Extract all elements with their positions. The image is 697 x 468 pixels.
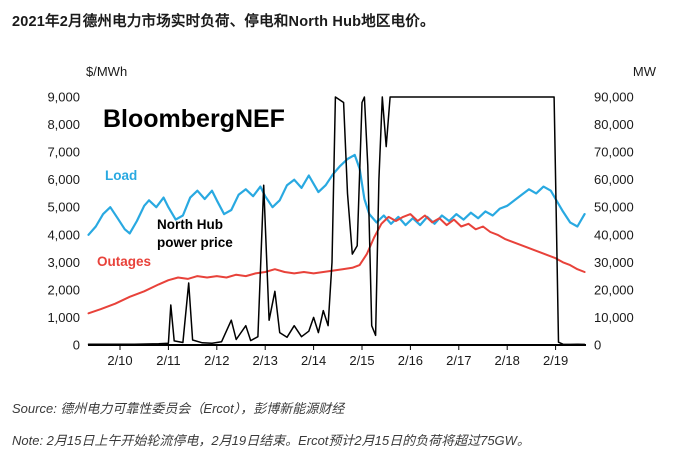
left-axis-tick: 1,000 [47, 310, 80, 325]
right-axis-tick: 60,000 [594, 172, 634, 187]
bloombergnef-watermark: BloombergNEF [103, 105, 285, 133]
right-axis-tick: 50,000 [594, 200, 634, 215]
x-axis-tick: 2/18 [495, 353, 520, 368]
left-axis-tick: 3,000 [47, 255, 80, 270]
north-hub-label-line1: North Hub [157, 217, 223, 232]
x-axis-tick: 2/12 [204, 353, 229, 368]
left-axis-tick: 7,000 [47, 145, 80, 160]
x-axis-tick: 2/16 [398, 353, 423, 368]
north-hub-power-price-line [87, 96, 586, 346]
right-axis-tick: 40,000 [594, 227, 634, 242]
left-axis-tick: 0 [73, 338, 80, 353]
left-axis-unit-label: $/MWh [86, 64, 127, 79]
right-axis-tick: 30,000 [594, 255, 634, 270]
x-axis-tick: 2/14 [301, 353, 326, 368]
right-axis-tick: 80,000 [594, 117, 634, 132]
price-load-outages-chart: $/MWh MW 0 1,000 2,000 3,000 4,000 5,000 6,000… [47, 64, 657, 369]
axis-ticks: 0 1,000 2,000 3,000 4,000 5,000 6,000 7,000 8,00… [47, 90, 633, 369]
left-axis-tick: 4,000 [47, 227, 80, 242]
left-axis-tick: 2,000 [47, 282, 80, 297]
left-axis-tick: 5,000 [47, 200, 80, 215]
x-axis-tick: 2/15 [349, 353, 374, 368]
load-line [87, 153, 586, 236]
right-axis-tick: 10,000 [594, 310, 634, 325]
outages-series-label: Outages [97, 254, 151, 269]
x-axis-tick: 2/19 [543, 353, 568, 368]
x-axis-tick: 2/17 [446, 353, 471, 368]
right-axis-tick: 0 [594, 338, 601, 353]
left-axis-tick: 6,000 [47, 172, 80, 187]
x-axis-tick: 2/10 [107, 353, 132, 368]
left-axis-tick: 8,000 [47, 117, 80, 132]
right-axis-tick: 70,000 [594, 145, 634, 160]
left-axis-tick: 9,000 [47, 90, 80, 105]
north-hub-label-line2: power price [157, 235, 233, 250]
right-axis-tick: 20,000 [594, 282, 634, 297]
x-axis-tick: 2/13 [253, 353, 278, 368]
load-series-label: Load [105, 168, 137, 183]
right-axis-unit-label: MW [633, 64, 657, 79]
note-line: Note: 2月15日上午开始轮流停电，2月19日结束。Ercot预计2月15日… [12, 433, 530, 448]
page-title: 2021年2月德州电力市场实时负荷、停电和North Hub地区电价。 [12, 14, 435, 30]
source-line: Source: 德州电力可靠性委员会（Ercot），彭博新能源财经 [12, 401, 345, 416]
right-axis-tick: 90,000 [594, 90, 634, 105]
x-axis-tick: 2/11 [156, 353, 180, 368]
chart-series [87, 96, 586, 346]
